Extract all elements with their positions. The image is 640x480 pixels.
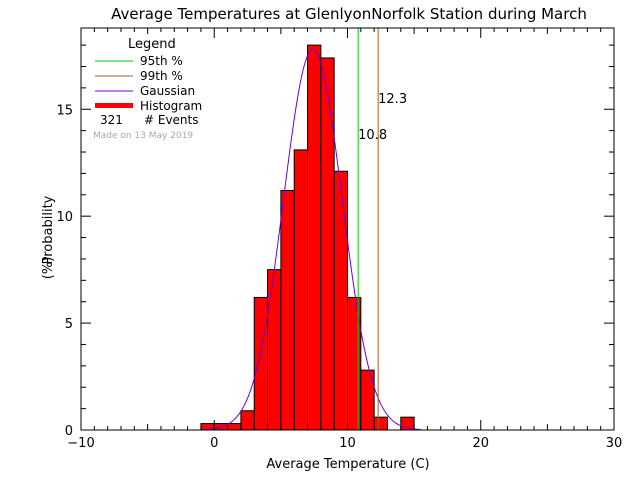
x-axis-label: Average Temperature (C) — [266, 457, 429, 472]
y-tick-label: 0 — [65, 424, 73, 439]
y-tick-label: 15 — [56, 103, 73, 118]
histogram-bar-4 — [253, 296, 269, 431]
legend-swatch-histogram — [95, 103, 133, 108]
y-axis-label-line1: Probability — [41, 195, 56, 264]
events-count: 321 — [100, 113, 123, 127]
percentile-95-label: 10.8 — [358, 128, 387, 143]
y-axis-label: Probability (%) — [41, 195, 56, 279]
gaussian-curve — [204, 48, 421, 431]
chart-title: Average Temperatures at GlenlyonNorfolk … — [111, 5, 587, 23]
legend-label-99th: 99th % — [140, 69, 183, 83]
events-label: # Events — [144, 113, 199, 127]
histogram-bar-7 — [293, 149, 309, 431]
y-tick-label: 5 — [65, 317, 73, 332]
histogram-bar-6 — [280, 190, 295, 431]
legend-title: Legend — [128, 37, 176, 52]
legend: Legend 95th % 99th % Gaussian Histogram … — [93, 37, 202, 141]
x-tick-label: 10 — [339, 436, 356, 451]
histogram-bar-13 — [373, 416, 388, 431]
percentile-99-label: 12.3 — [378, 92, 407, 107]
y-axis-label-line2: (%) — [41, 257, 56, 280]
legend-label-95th: 95th % — [140, 54, 183, 68]
legend-label-gaussian: Gaussian — [140, 84, 195, 98]
y-tick-label: 10 — [56, 210, 73, 225]
histogram-bar-9 — [320, 57, 335, 431]
histogram-bar-10 — [333, 170, 348, 431]
x-tick-label: −10 — [67, 436, 94, 451]
x-tick-label: 0 — [210, 436, 218, 451]
x-tick-label: 30 — [606, 436, 623, 451]
x-axis-ticks: −10 0 10 20 30 — [67, 28, 622, 451]
histogram-bar-5 — [267, 269, 282, 431]
made-on-date: Made on 13 May 2019 — [93, 131, 193, 141]
x-tick-label: 20 — [472, 436, 489, 451]
histogram-bar-3 — [240, 410, 255, 431]
histogram-bar-2 — [227, 423, 242, 431]
legend-label-histogram: Histogram — [140, 99, 202, 113]
histogram-bar-8 — [307, 44, 322, 431]
y-axis-ticks: 0 5 10 15 — [56, 44, 614, 439]
